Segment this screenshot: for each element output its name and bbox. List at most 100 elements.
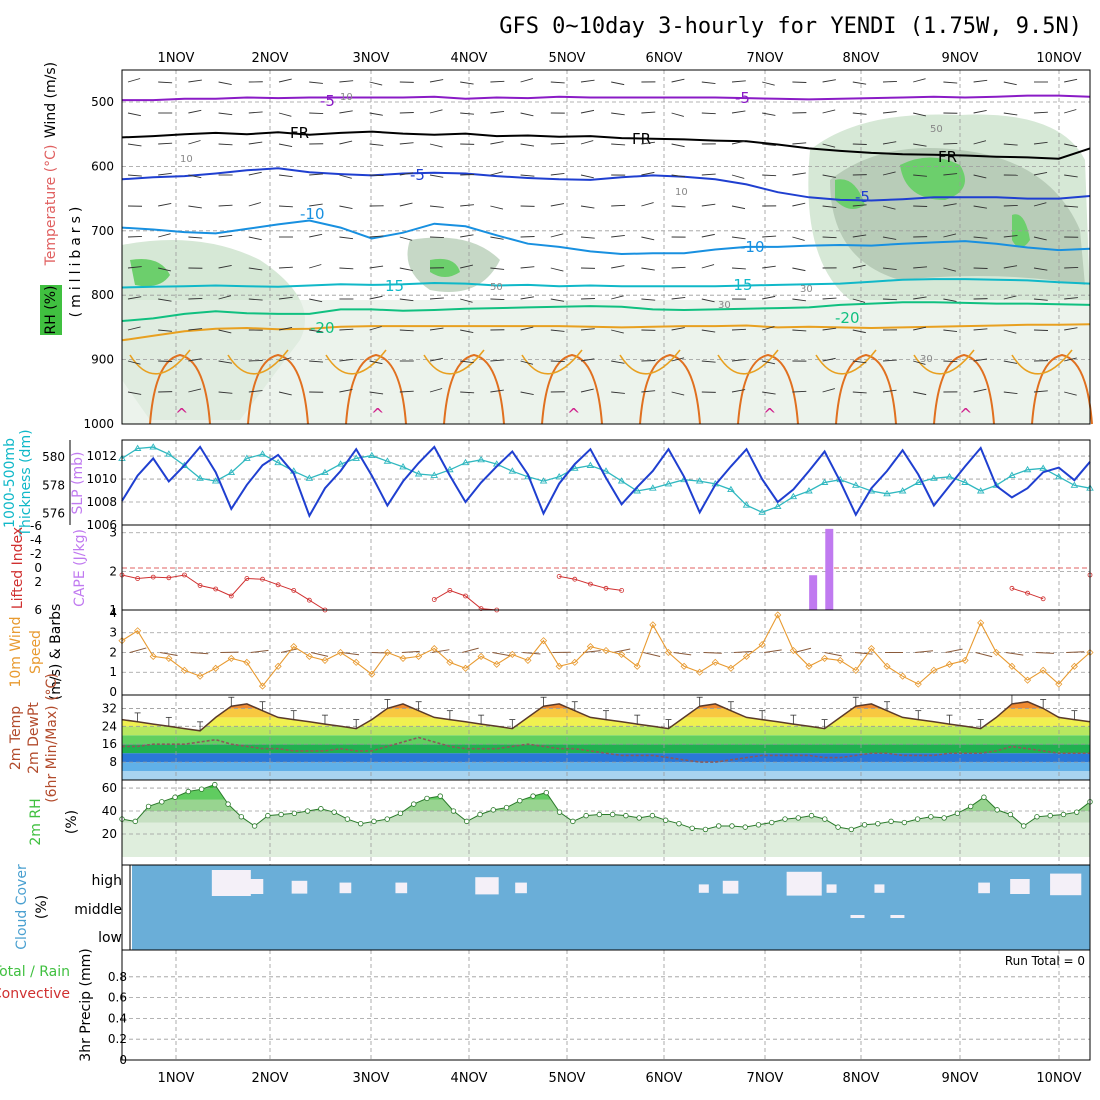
y-tick-label: 32 bbox=[102, 701, 117, 715]
wind-barb bbox=[882, 80, 897, 83]
thickness-point bbox=[258, 450, 267, 457]
wind-barb bbox=[160, 651, 178, 656]
wind-barb bbox=[311, 652, 329, 657]
thickness-point bbox=[1008, 471, 1016, 478]
wind-barb bbox=[792, 202, 806, 207]
wind-barb bbox=[1064, 297, 1078, 300]
wind-barb bbox=[1003, 265, 1018, 269]
y-tick-label: 900 bbox=[91, 353, 114, 367]
rh-point bbox=[450, 808, 457, 814]
wind-speed-point bbox=[290, 642, 298, 651]
rh-point bbox=[198, 786, 205, 792]
wind-barb bbox=[852, 234, 867, 238]
wind-barb bbox=[671, 391, 685, 396]
high-cloud-block bbox=[291, 880, 308, 894]
wind-barb bbox=[218, 360, 232, 364]
wind-barb bbox=[762, 360, 776, 365]
thickness-point bbox=[617, 477, 626, 484]
wind-speed-point bbox=[368, 670, 376, 678]
thickness-point bbox=[976, 487, 985, 494]
rh-area bbox=[122, 300, 1090, 424]
lifted-index-point bbox=[228, 593, 234, 599]
lifted-index-point bbox=[1025, 590, 1030, 596]
wind-barb bbox=[671, 357, 685, 362]
temperature-contour bbox=[121, 130, 1091, 160]
temperature-contour bbox=[717, 349, 779, 375]
thickness-point bbox=[133, 444, 142, 451]
panels: 1NOV 1NOV 2NOV 2NOV 3NOV 3NOV 4NOV 4NOV 5NOV 5NOV… bbox=[0, 51, 1094, 1086]
wind-barb bbox=[490, 359, 505, 362]
high-cloud-block bbox=[395, 882, 408, 894]
wind-barb bbox=[1033, 111, 1048, 114]
wind-barb bbox=[460, 112, 475, 115]
wind-barb bbox=[248, 359, 263, 362]
wind-barb bbox=[882, 205, 896, 210]
ylabel-cloud-unit: (%) bbox=[34, 895, 50, 919]
wind-speed-point bbox=[539, 637, 548, 645]
wind-barb bbox=[248, 236, 262, 241]
wind-barb bbox=[188, 236, 203, 239]
wind-barb bbox=[671, 327, 685, 331]
ylabel-speed: Speed bbox=[28, 630, 44, 674]
wind-barb bbox=[854, 651, 873, 655]
wind-speed-point bbox=[149, 652, 157, 661]
rh-point bbox=[384, 816, 390, 822]
wind-barb bbox=[1033, 172, 1048, 176]
wind-barb bbox=[460, 391, 475, 394]
wind-speed-point bbox=[165, 654, 173, 662]
temperature-band bbox=[122, 744, 1090, 754]
high-cloud-block bbox=[339, 882, 352, 894]
wind-barb bbox=[520, 391, 534, 395]
wind-barb bbox=[158, 298, 172, 302]
y-tick-label: 3 bbox=[109, 626, 117, 640]
date-label: 2NOV bbox=[252, 1071, 289, 1086]
wind-speed-point bbox=[446, 658, 454, 666]
y-tick-label: 60 bbox=[102, 781, 117, 795]
ylabel-rh2m-unit: (%) bbox=[64, 810, 80, 834]
wind-barb bbox=[1003, 329, 1017, 334]
wind-speed-point bbox=[1070, 662, 1078, 670]
lifted-index-point bbox=[306, 597, 312, 603]
wind-barb bbox=[580, 174, 594, 179]
wind-speed-point bbox=[383, 648, 391, 657]
wind-speed-point bbox=[399, 654, 407, 662]
date-label: 4NOV bbox=[451, 1071, 488, 1086]
thickness-point bbox=[742, 501, 751, 508]
rh-point bbox=[145, 803, 152, 810]
wind-barb bbox=[882, 298, 897, 301]
thickness-point bbox=[773, 502, 782, 510]
thickness-point bbox=[461, 458, 470, 466]
wind-barb bbox=[792, 142, 807, 145]
rh-point bbox=[596, 811, 603, 818]
contour-label: ^ bbox=[175, 405, 188, 424]
wind-speed-point bbox=[212, 664, 220, 672]
wind-barb bbox=[582, 650, 601, 653]
wind-barb bbox=[852, 112, 867, 115]
temperature-contour bbox=[541, 353, 603, 425]
wind-barb bbox=[1033, 202, 1047, 207]
wind-barb bbox=[1064, 205, 1079, 208]
lifted-index-point bbox=[291, 588, 297, 593]
cloud-level-label: middle bbox=[74, 902, 122, 918]
wind-speed-point bbox=[1008, 662, 1016, 670]
thickness-point bbox=[852, 481, 860, 488]
wind-barb bbox=[913, 296, 927, 300]
wind-barb bbox=[490, 110, 505, 114]
wind-barb bbox=[824, 651, 842, 657]
wind-barb bbox=[1033, 141, 1048, 145]
thickness-line bbox=[121, 446, 1091, 514]
wind-barb bbox=[278, 174, 293, 178]
wind-barb bbox=[913, 143, 927, 147]
rh-point bbox=[159, 799, 165, 805]
temperature-contour bbox=[121, 167, 1091, 202]
wind-barb bbox=[127, 296, 142, 300]
high-cloud-block bbox=[515, 882, 527, 894]
wind-barb bbox=[431, 649, 450, 653]
wind-speed-point bbox=[649, 621, 657, 629]
wind-barb bbox=[1066, 651, 1085, 653]
temperature-contour bbox=[1031, 353, 1093, 425]
ylabel-total-rain: Total / Rain bbox=[0, 964, 70, 980]
wind-barb bbox=[943, 360, 958, 363]
wind-barb bbox=[943, 81, 958, 84]
